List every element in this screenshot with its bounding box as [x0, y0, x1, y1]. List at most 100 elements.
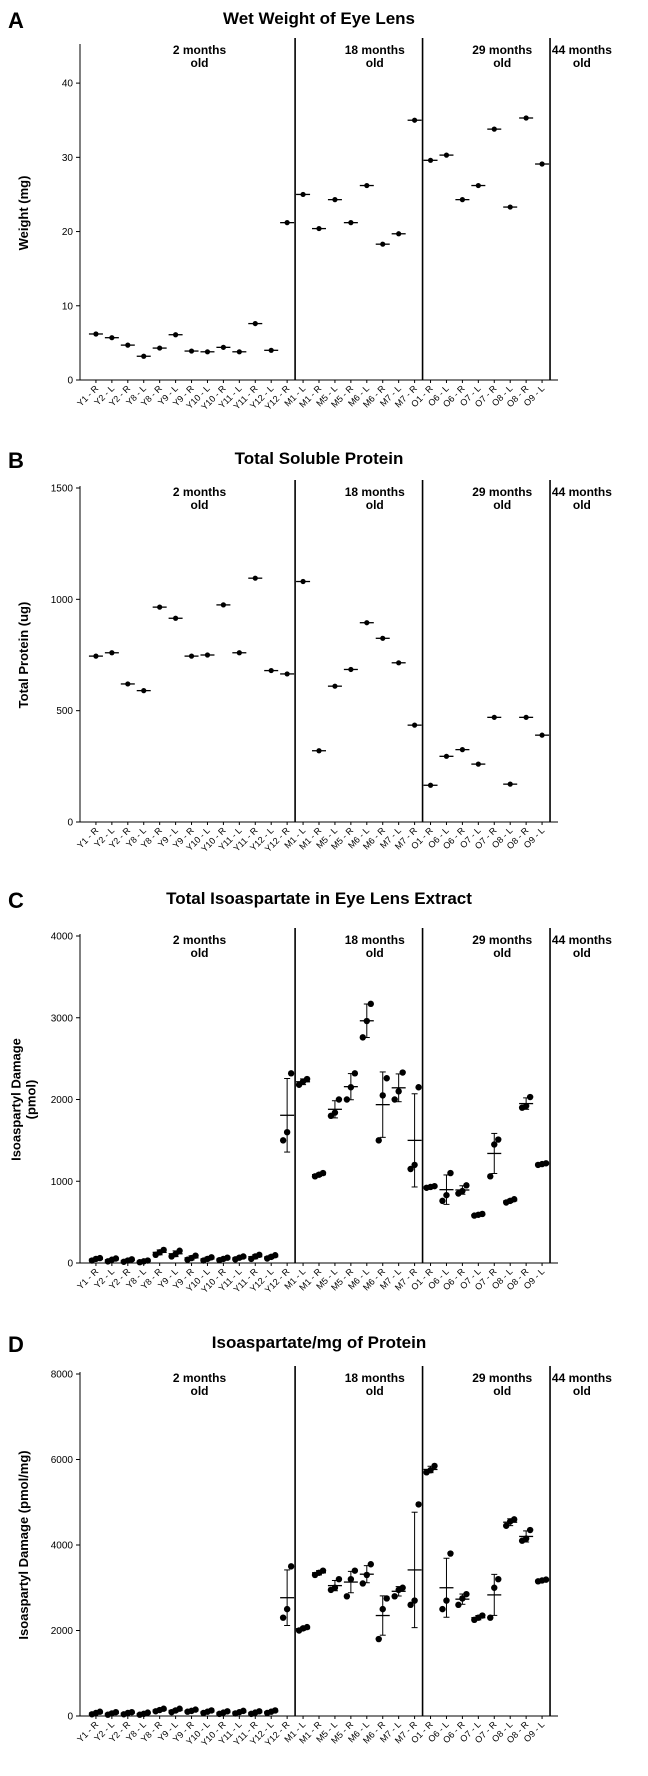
data-point — [383, 1075, 390, 1082]
chart-title: Total Soluble Protein — [235, 449, 404, 468]
data-point — [236, 650, 242, 656]
y-tick-label: 30 — [62, 153, 74, 164]
group-label: old — [191, 56, 209, 70]
data-point — [411, 1161, 418, 1169]
data-point — [348, 666, 354, 673]
panel-letter: B — [8, 448, 24, 473]
data-point — [240, 1707, 247, 1715]
y-axis-label: (pmol) — [24, 1080, 39, 1120]
data-point — [303, 1623, 311, 1631]
data-point — [375, 1635, 382, 1643]
group-label: old — [493, 1384, 511, 1398]
data-point — [224, 1254, 231, 1261]
y-tick-label: 10 — [62, 301, 74, 312]
data-point — [511, 1196, 518, 1203]
group-label: 18 months — [345, 1371, 405, 1385]
data-point — [332, 197, 338, 203]
chart-panel-D: D Isoaspartate/mg of Protein 0 2000 4000 6000… — [8, 1332, 612, 1748]
group-label: old — [493, 56, 511, 70]
data-point — [208, 1254, 215, 1261]
data-point — [256, 1251, 263, 1259]
data-point — [380, 241, 386, 247]
data-point — [303, 1075, 311, 1083]
data-point — [272, 1252, 279, 1259]
data-point — [192, 1252, 199, 1259]
data-point — [522, 1102, 530, 1110]
group-label: old — [191, 498, 209, 512]
group-label: old — [493, 946, 511, 960]
data-point — [125, 342, 131, 348]
data-point — [316, 748, 322, 754]
data-point — [96, 1254, 104, 1262]
data-point — [542, 1160, 550, 1167]
group-label: old — [191, 946, 209, 960]
y-tick-label: 4000 — [51, 932, 74, 943]
data-point — [495, 1136, 502, 1143]
data-point — [331, 1109, 339, 1116]
data-point — [173, 332, 179, 338]
data-point — [204, 349, 211, 355]
data-point — [236, 349, 242, 355]
data-point — [383, 1595, 390, 1602]
chart-title: Isoaspartate/mg of Protein — [212, 1333, 426, 1352]
y-tick-label: 2000 — [51, 1626, 74, 1637]
group-label: 29 months — [472, 933, 532, 947]
data-point — [431, 1462, 438, 1470]
data-point — [459, 1187, 466, 1195]
group-label: 2 months — [173, 933, 227, 947]
group-label: old — [191, 1384, 209, 1398]
data-point — [351, 1567, 359, 1574]
data-point — [491, 126, 497, 132]
data-point — [407, 1601, 414, 1609]
group-label: 29 months — [472, 43, 532, 57]
data-point — [351, 1070, 359, 1077]
data-point — [176, 1705, 183, 1712]
data-point — [363, 1017, 370, 1025]
y-tick-label: 1500 — [51, 484, 74, 495]
data-point — [256, 1708, 263, 1715]
data-point — [157, 604, 163, 610]
data-point — [427, 157, 434, 163]
data-point — [395, 1088, 402, 1095]
data-point — [125, 681, 131, 687]
y-tick-label: 0 — [67, 1259, 73, 1270]
data-point — [407, 1165, 414, 1173]
y-axis-label: Total Protein (ug) — [16, 602, 31, 709]
data-point — [479, 1210, 486, 1218]
data-point — [539, 732, 545, 738]
data-point — [96, 1708, 104, 1715]
data-point — [141, 353, 147, 359]
data-point — [220, 602, 226, 608]
data-point — [375, 1137, 382, 1144]
data-point — [526, 1526, 534, 1534]
chart-panel-A: A Wet Weight of Eye Lens 0 10 20 30 40 Weight (… — [8, 8, 612, 412]
y-tick-label: 6000 — [51, 1455, 74, 1466]
data-point — [144, 1257, 151, 1264]
y-tick-label: 20 — [62, 227, 74, 238]
data-point — [439, 1197, 446, 1205]
y-tick-label: 0 — [67, 1712, 73, 1723]
group-label: 2 months — [173, 43, 227, 57]
data-point — [128, 1708, 135, 1716]
data-point — [526, 1093, 534, 1101]
data-point — [284, 671, 290, 677]
group-label: old — [366, 56, 384, 70]
data-point — [503, 1522, 510, 1529]
data-point — [343, 1593, 351, 1600]
data-point — [332, 683, 338, 689]
data-point — [252, 320, 258, 327]
y-tick-label: 1000 — [51, 595, 74, 606]
data-point — [335, 1096, 343, 1103]
data-point — [379, 1605, 386, 1613]
data-point — [463, 1182, 470, 1189]
data-point — [347, 1576, 355, 1583]
data-point — [542, 1576, 550, 1583]
data-point — [173, 615, 179, 621]
y-tick-label: 500 — [56, 706, 73, 717]
data-point — [463, 1590, 470, 1598]
data-point — [240, 1253, 247, 1260]
group-label: 29 months — [472, 485, 532, 499]
data-point — [459, 197, 465, 203]
data-point — [316, 225, 322, 232]
data-point — [348, 220, 354, 226]
